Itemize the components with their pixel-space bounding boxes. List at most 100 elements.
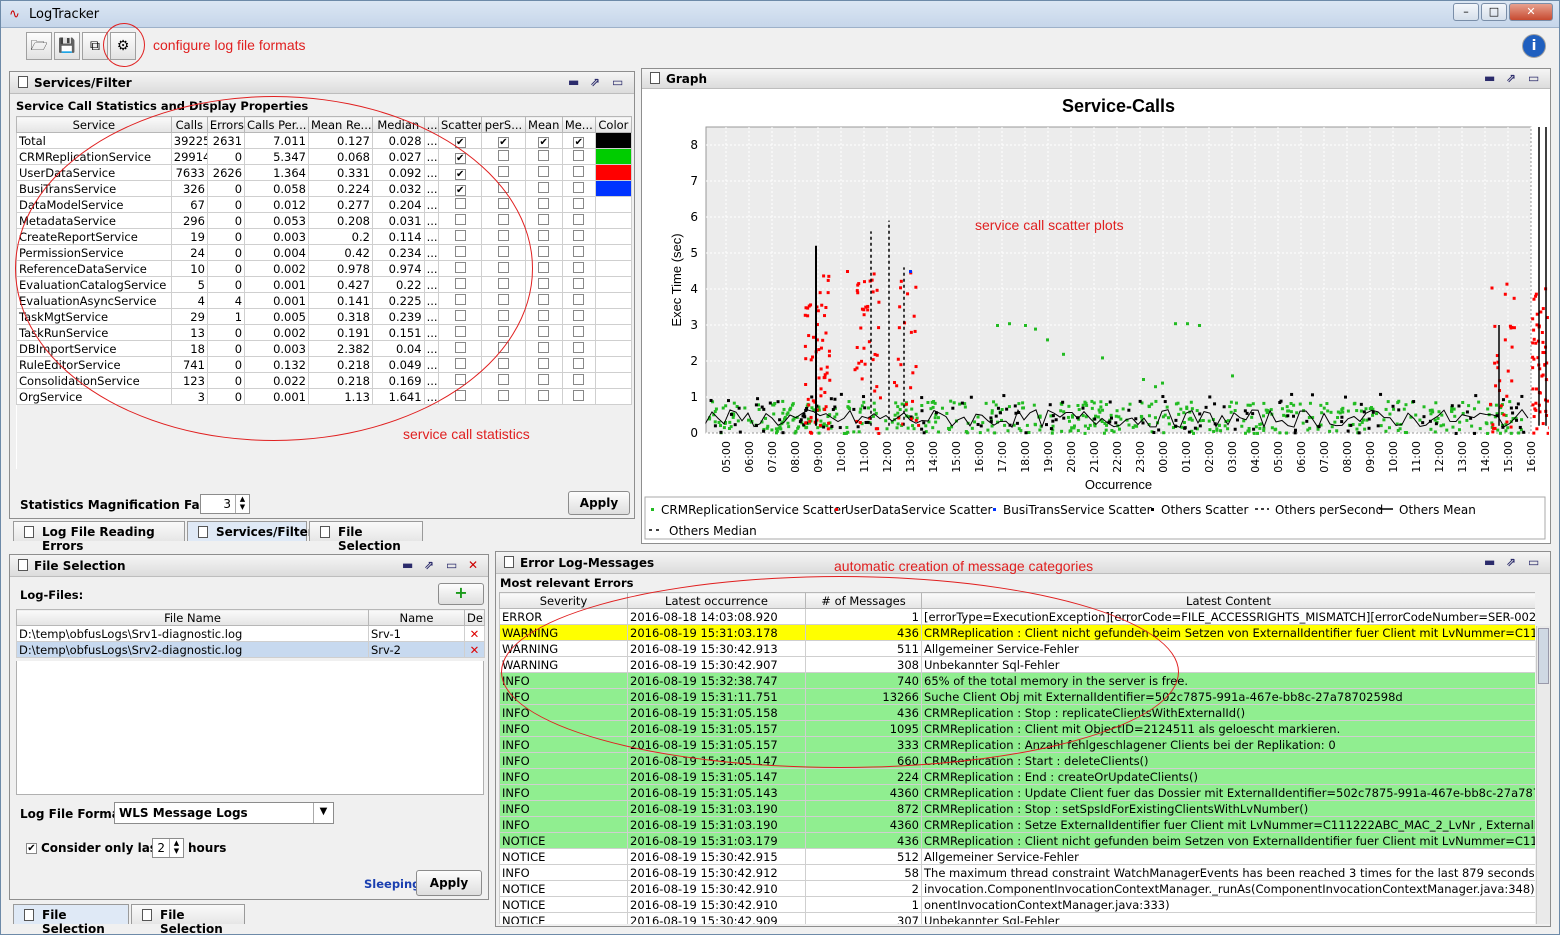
perS-checkbox[interactable] [498,358,509,369]
median-checkbox[interactable] [573,326,584,337]
message-count-cell[interactable]: 307 [806,913,922,925]
mean-checkbox[interactable] [538,358,549,369]
median-checkbox[interactable] [573,166,584,177]
latest-content-cell[interactable]: CRMReplication : Client nicht gefunden b… [922,833,1536,849]
latest-occurrence-cell[interactable]: 2016-08-19 15:31:03.190 [628,801,806,817]
hours-spinner[interactable]: 2 ▲▼ [152,838,184,858]
severity-cell[interactable]: NOTICE [500,881,628,897]
open-folder-icon[interactable]: 🗁 [26,32,52,60]
checkbox-cell[interactable] [525,181,562,197]
column-header[interactable]: File Name [17,610,369,626]
latest-content-cell[interactable]: The maximum thread constraint WatchManag… [922,865,1536,881]
tab-file-selection[interactable]: File Selection [309,521,423,541]
checkbox-cell[interactable] [562,181,595,197]
severity-cell[interactable]: INFO [500,817,628,833]
maximize-panel-icon[interactable]: ▭ [1528,71,1539,85]
color-swatch[interactable] [595,357,631,373]
spinner-arrows-icon[interactable]: ▲▼ [169,839,183,857]
minimize-button[interactable]: – [1453,3,1479,21]
color-swatch[interactable] [595,245,631,261]
file-name-cell[interactable]: D:\temp\obfusLogs\Srv1-diagnostic.log [17,626,369,642]
mean-checkbox[interactable] [538,342,549,353]
delete-icon[interactable]: ✕ [465,642,485,658]
message-count-cell[interactable]: 4360 [806,817,922,833]
minimize-panel-icon[interactable]: ▬ [402,558,413,572]
column-header[interactable]: Mean [525,117,562,133]
checkbox-cell[interactable] [525,309,562,325]
latest-content-cell[interactable]: onentInvocationContextManager.java:333) [922,897,1536,913]
spinner-arrows-icon[interactable]: ▲▼ [235,495,249,513]
mean-checkbox[interactable] [538,294,549,305]
median-checkbox[interactable] [573,294,584,305]
float-panel-icon[interactable]: ⇗ [590,75,600,89]
latest-content-cell[interactable]: Unbekannter Sql-Fehler [922,913,1536,925]
tab-services-filter[interactable]: Services/Filter [187,521,307,541]
mean-checkbox[interactable] [538,166,549,177]
float-panel-icon[interactable]: ⇗ [1506,555,1516,569]
checkbox-cell[interactable]: ✔ [525,133,562,149]
message-count-cell[interactable]: 224 [806,769,922,785]
tab-file-selection[interactable]: File Selection [13,904,129,924]
latest-occurrence-cell[interactable]: 2016-08-19 15:30:42.909 [628,913,806,925]
message-count-cell[interactable]: 872 [806,801,922,817]
checkbox-cell[interactable] [525,229,562,245]
color-swatch[interactable] [595,341,631,357]
severity-cell[interactable]: INFO [500,785,628,801]
perS-checkbox[interactable] [498,150,509,161]
perS-checkbox[interactable] [498,374,509,385]
scrollbar-thumb[interactable] [1538,628,1549,684]
name-cell[interactable]: Srv-2 [369,642,465,658]
severity-cell[interactable]: INFO [500,753,628,769]
tab-file-selection-2[interactable]: File Selection [131,904,245,924]
color-swatch[interactable] [595,213,631,229]
mean-checkbox[interactable] [538,198,549,209]
message-count-cell[interactable]: 2 [806,881,922,897]
color-swatch[interactable] [595,229,631,245]
checkbox-cell[interactable] [562,197,595,213]
maximize-panel-icon[interactable]: ▭ [1528,555,1539,569]
mean-checkbox[interactable] [538,278,549,289]
perS-checkbox[interactable] [498,166,509,177]
checkbox-cell[interactable] [562,389,595,405]
color-swatch[interactable] [595,325,631,341]
perS-checkbox[interactable] [498,390,509,401]
column-header[interactable]: perS... [482,117,525,133]
color-swatch[interactable] [595,293,631,309]
severity-cell[interactable]: NOTICE [500,833,628,849]
mean-checkbox[interactable] [538,390,549,401]
apply-button[interactable]: Apply [568,491,630,515]
checkbox-cell[interactable] [562,341,595,357]
severity-cell[interactable]: INFO [500,769,628,785]
color-swatch[interactable] [595,373,631,389]
median-checkbox[interactable] [573,150,584,161]
table-row[interactable]: D:\temp\obfusLogs\Srv1-diagnostic.log Sr… [17,626,485,642]
column-header[interactable]: Name [369,610,465,626]
mean-checkbox[interactable] [538,246,549,257]
message-count-cell[interactable]: 436 [806,833,922,849]
severity-cell[interactable]: NOTICE [500,913,628,925]
checkbox-cell[interactable] [562,229,595,245]
checkbox-cell[interactable] [525,165,562,181]
latest-occurrence-cell[interactable]: 2016-08-19 15:30:42.915 [628,849,806,865]
scatter-checkbox[interactable] [455,390,466,401]
color-swatch[interactable] [595,149,631,165]
latest-content-cell[interactable]: CRMReplication : Stop : setSpsIdForExist… [922,801,1536,817]
file-name-cell[interactable]: D:\temp\obfusLogs\Srv2-diagnostic.log [17,642,369,658]
delete-icon[interactable]: ✕ [465,626,485,642]
median-checkbox[interactable]: ✔ [573,137,584,148]
latest-occurrence-cell[interactable]: 2016-08-19 15:31:05.147 [628,769,806,785]
message-count-cell[interactable]: 1 [806,897,922,913]
checkbox-cell[interactable] [562,165,595,181]
mean-checkbox[interactable] [538,310,549,321]
message-count-cell[interactable]: 512 [806,849,922,865]
mean-checkbox[interactable] [538,182,549,193]
checkbox-cell[interactable]: ✔ [482,133,525,149]
add-file-button[interactable]: + [438,583,484,605]
log-format-dropdown[interactable]: WLS Message Logs ▼ [114,802,334,824]
